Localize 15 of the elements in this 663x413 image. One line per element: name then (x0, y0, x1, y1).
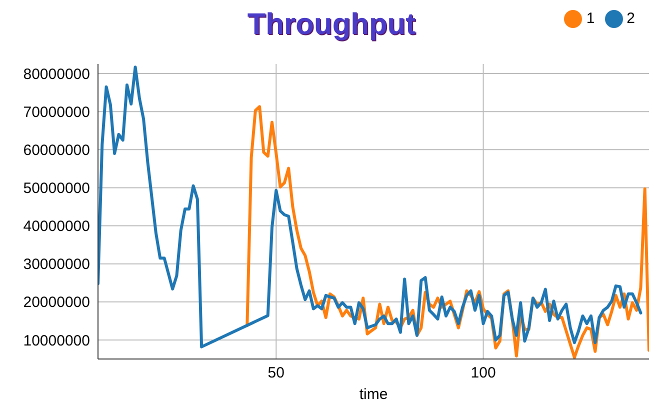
x-tick-label: 100 (470, 364, 496, 382)
y-tick-label: 10000000 (23, 332, 90, 350)
x-axis-title: time (359, 386, 388, 403)
y-tick-label: 40000000 (23, 218, 90, 236)
y-tick-label: 70000000 (23, 104, 90, 121)
x-tick-label: 50 (268, 364, 284, 382)
y-tick-label: 30000000 (23, 256, 90, 274)
line-series (98, 66, 642, 348)
y-tick-label: 80000000 (23, 66, 90, 83)
y-tick-label: 50000000 (23, 180, 90, 198)
chart-title: Throughput (247, 8, 416, 41)
y-tick-label: 60000000 (23, 142, 90, 159)
y-tick-label: 20000000 (23, 294, 90, 312)
legend-label: 1 (586, 10, 595, 27)
legend-label: 2 (626, 10, 635, 27)
